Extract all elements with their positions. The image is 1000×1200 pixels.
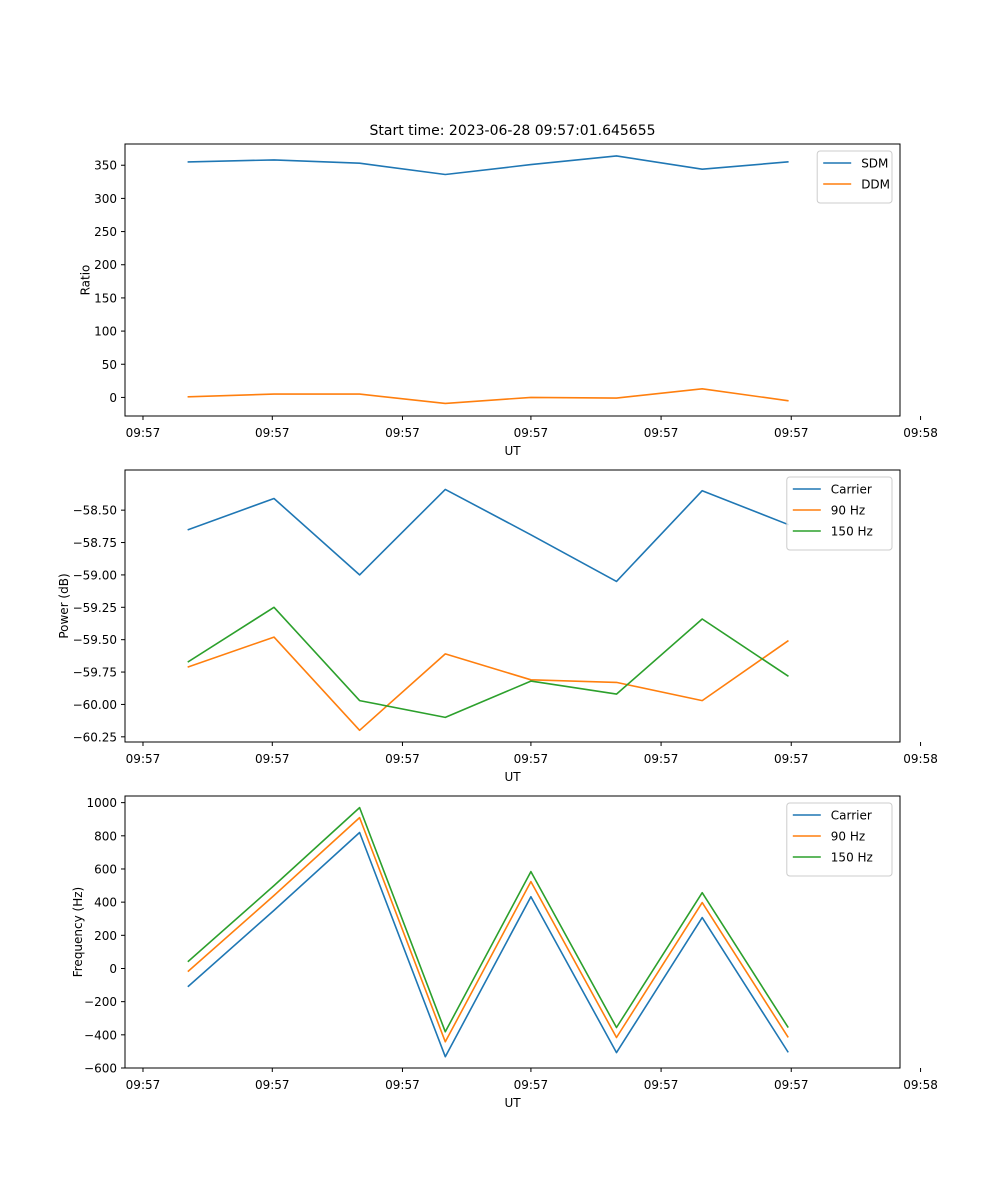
x-axis-label: UT (504, 444, 521, 458)
legend-box (816, 150, 893, 204)
ratio-subplot: 09:57 09:57 09:57 09:57 09:57 09:57 09:58 0 50 10… (78, 143, 938, 458)
x-tick-label: 09:58 (903, 1078, 938, 1092)
frequency-subplot: 09:57 09:57 09:57 09:57 09:57 09:57 09:58 −600 −… (71, 795, 938, 1110)
x-tick-label: 09:57 (126, 752, 161, 766)
series-line-150-hz (187, 606, 789, 719)
x-tick-label: 09:57 (126, 1078, 161, 1092)
series-line-150-hz (187, 806, 789, 1033)
x-axis-label: UT (504, 770, 521, 784)
y-tick-label: 150 (94, 291, 117, 305)
x-tick-label: 09:57 (514, 752, 549, 766)
x-tick-label: 09:57 (126, 426, 161, 440)
legend-label: 90 Hz (831, 504, 865, 518)
legend-label: Carrier (831, 809, 872, 823)
y-tick-label: −59.00 (73, 568, 117, 582)
y-axis-label: Ratio (78, 265, 92, 296)
x-tick-label: 09:57 (385, 1078, 420, 1092)
y-tick-label: −58.50 (73, 504, 117, 518)
x-tick-label: 09:57 (774, 1078, 809, 1092)
x-tick-label: 09:57 (255, 426, 290, 440)
x-tick-label: 09:57 (255, 752, 290, 766)
y-tick-label: 200 (94, 929, 117, 943)
y-tick-label: −59.75 (73, 666, 117, 680)
y-tick-label: 350 (94, 159, 117, 173)
y-tick-label: −60.00 (73, 698, 117, 712)
y-tick-label: −600 (84, 1062, 117, 1076)
y-tick-label: −200 (84, 995, 117, 1009)
legend-label: DDM (861, 178, 890, 192)
legend: Carrier 90 Hz 150 Hz (786, 476, 893, 551)
y-tick-label: 200 (94, 258, 117, 272)
x-tick-label: 09:57 (644, 426, 679, 440)
legend: SDM DDM (816, 150, 893, 204)
series-line-90-hz (187, 636, 789, 732)
y-tick-label: 300 (94, 192, 117, 206)
series-line-carrier (187, 831, 789, 1058)
y-tick-label: 800 (94, 829, 117, 843)
x-tick-label: 09:58 (903, 752, 938, 766)
y-tick-label: 400 (94, 896, 117, 910)
x-tick-label: 09:57 (514, 426, 549, 440)
y-tick-label: 50 (102, 358, 117, 372)
series-line-90-hz (187, 816, 789, 1043)
x-tick-label: 09:57 (774, 426, 809, 440)
series-line-sdm (187, 155, 789, 176)
y-tick-label: −59.25 (73, 601, 117, 615)
legend-label: 150 Hz (831, 525, 873, 539)
x-tick-label: 09:57 (255, 1078, 290, 1092)
x-axis-label: UT (504, 1096, 521, 1110)
power-subplot: 09:57 09:57 09:57 09:57 09:57 09:57 09:58 −60.2… (57, 469, 938, 784)
figure-title: Start time: 2023-06-28 09:57:01.645655 (369, 123, 655, 139)
legend-label: SDM (861, 157, 888, 171)
legend-label: 150 Hz (831, 851, 873, 865)
legend-label: 90 Hz (831, 830, 865, 844)
y-tick-label: 250 (94, 225, 117, 239)
y-tick-label: 0 (109, 391, 117, 405)
x-tick-label: 09:57 (385, 752, 420, 766)
plot-frame (124, 469, 901, 743)
y-tick-label: 600 (94, 862, 117, 876)
y-axis-label: Frequency (Hz) (71, 887, 85, 978)
series-line-ddm (187, 387, 789, 405)
x-tick-label: 09:58 (903, 426, 938, 440)
y-tick-label: 1000 (86, 796, 117, 810)
plot-frame (124, 795, 901, 1069)
y-tick-label: 0 (109, 962, 117, 976)
legend-label: Carrier (831, 483, 872, 497)
x-tick-label: 09:57 (644, 1078, 679, 1092)
y-tick-label: −400 (84, 1028, 117, 1042)
x-tick-label: 09:57 (385, 426, 420, 440)
x-tick-label: 09:57 (644, 752, 679, 766)
series-line-carrier (187, 488, 789, 583)
x-tick-label: 09:57 (514, 1078, 549, 1092)
plot-frame (124, 143, 901, 417)
legend: Carrier 90 Hz 150 Hz (786, 802, 893, 877)
y-tick-label: 100 (94, 325, 117, 339)
y-axis-label: Power (dB) (57, 573, 71, 638)
x-tick-label: 09:57 (774, 752, 809, 766)
y-tick-label: −60.25 (73, 730, 117, 744)
y-tick-label: −58.75 (73, 536, 117, 550)
y-tick-label: −59.50 (73, 633, 117, 647)
